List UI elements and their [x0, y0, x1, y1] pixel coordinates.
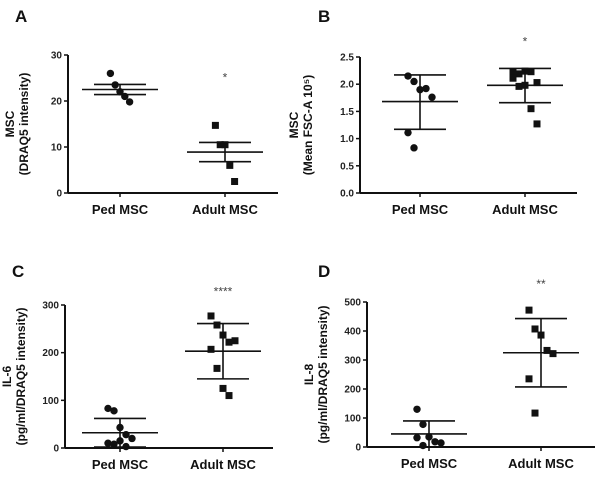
x-tick-label: Ped MSC [92, 202, 149, 217]
x-tick-label: Adult MSC [508, 456, 574, 471]
data-point-circle [404, 128, 412, 137]
data-point-square [525, 375, 533, 383]
y-axis-label: MSC [3, 110, 17, 137]
data-point-square [225, 392, 233, 400]
x-tick-label: Adult MSC [492, 202, 558, 217]
data-point-circle [404, 72, 412, 80]
data-point-square [226, 161, 234, 169]
x-tick-label: Adult MSC [192, 202, 258, 217]
y-tick-label: 10 [51, 143, 63, 154]
data-point-square [525, 306, 533, 314]
data-point-square [515, 70, 523, 78]
data-point-square [549, 350, 557, 358]
data-point-circle [128, 434, 136, 443]
data-point-square [207, 345, 215, 353]
y-axis-label: (pg/ml/DRAQ5 intensity) [14, 307, 28, 445]
data-point-square [543, 346, 551, 354]
x-tick-label: Ped MSC [392, 202, 449, 217]
y-tick-label: 0.0 [340, 189, 354, 200]
data-point-circle [125, 98, 134, 106]
significance-marker: * [223, 71, 228, 85]
significance-marker: **** [214, 285, 233, 299]
y-tick-label: 300 [344, 356, 361, 367]
y-axis-label: (DRAQ5 intensity) [17, 73, 31, 176]
data-point-circle [437, 439, 445, 447]
data-point-square [527, 105, 535, 113]
data-point-square [515, 82, 523, 90]
panel-letter: C [12, 262, 24, 281]
data-point-circle [419, 420, 427, 429]
panel-letter: B [318, 7, 330, 26]
data-point-circle [110, 440, 118, 448]
x-tick-label: Ped MSC [401, 456, 458, 471]
y-tick-label: 0 [56, 189, 62, 200]
y-tick-label: 1.0 [340, 134, 354, 145]
y-tick-label: 200 [42, 348, 59, 359]
data-point-square [533, 79, 541, 87]
y-axis-label: (pg/ml/DRAQ5 intensity) [316, 305, 330, 443]
y-axis-label: IL-8 [302, 364, 316, 386]
data-point-circle [428, 93, 436, 101]
y-tick-label: 100 [42, 396, 59, 407]
y-axis-label: IL-6 [0, 366, 14, 388]
y-tick-label: 20 [51, 97, 63, 108]
y-tick-label: 2.5 [340, 53, 354, 64]
data-point-circle [410, 144, 418, 152]
data-point-square [207, 312, 215, 320]
panel-d: D 0 100 200 300 400 500 IL-8 (pg/ml/DRAQ5 intens… [302, 262, 595, 471]
x-tick-label: Adult MSC [190, 457, 256, 472]
data-point-square [531, 409, 539, 417]
data-point-circle [104, 439, 112, 447]
data-point-circle [410, 77, 418, 86]
data-point-square [531, 325, 539, 333]
panel-letter: A [15, 7, 27, 26]
y-tick-label: 500 [344, 298, 361, 309]
y-tick-label: 0.5 [340, 161, 354, 172]
y-axis-label: MSC [287, 111, 301, 138]
data-point-square [219, 384, 227, 392]
y-tick-label: 30 [51, 51, 63, 62]
data-point-square [509, 74, 517, 82]
x-tick-label: Ped MSC [92, 457, 149, 472]
panel-b: B 0.0 0.5 1.0 1.5 2.0 2.5 MSC (Mean FSC-A 10⁵) Pe… [287, 7, 577, 217]
data-point-circle [413, 405, 421, 413]
data-point-square [213, 321, 221, 329]
data-point-circle [104, 404, 112, 413]
data-point-square [211, 121, 219, 129]
significance-marker: ** [536, 277, 546, 291]
significance-marker: * [523, 35, 528, 49]
y-tick-label: 0 [355, 443, 361, 454]
y-tick-label: 100 [344, 414, 361, 425]
data-point-square [213, 364, 221, 372]
data-point-circle [106, 69, 115, 78]
data-point-square [225, 338, 233, 346]
y-tick-label: 1.5 [340, 107, 354, 118]
data-point-circle [110, 407, 118, 415]
panel-c: C 0 100 200 300 IL-6 (pg/ml/DRAQ5 intensity) Pe… [0, 262, 273, 472]
data-point-square [533, 120, 541, 128]
data-point-circle [422, 84, 430, 93]
data-point-circle [413, 434, 421, 442]
y-tick-label: 2.0 [340, 80, 354, 91]
panel-letter: D [318, 262, 330, 281]
data-point-square [231, 178, 239, 185]
panel-a: A 0 10 20 30 MSC (DRAQ5 intensity) Ped MSC Adult… [3, 7, 278, 217]
data-point-circle [431, 438, 439, 446]
y-axis-label: (Mean FSC-A 10⁵) [301, 75, 315, 176]
data-point-square [216, 141, 224, 149]
data-point-square [527, 68, 535, 76]
y-tick-label: 200 [344, 385, 361, 396]
y-tick-label: 300 [42, 301, 59, 312]
data-point-square [231, 337, 239, 345]
y-tick-label: 0 [53, 444, 59, 455]
data-point-square [509, 68, 517, 76]
y-tick-label: 400 [344, 327, 361, 338]
data-point-circle [419, 441, 427, 450]
